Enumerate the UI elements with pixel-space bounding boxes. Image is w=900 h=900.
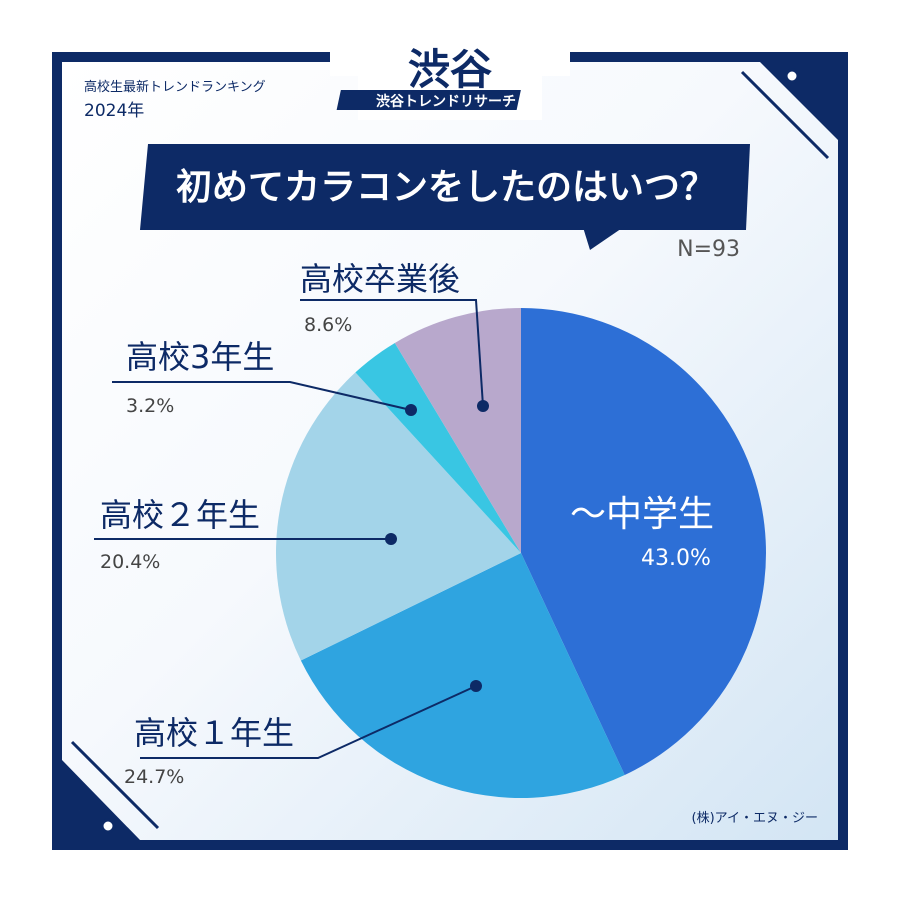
pie-slices [275,307,766,798]
slice-value-grade2: 20.4% [100,551,160,573]
slice-grade3 [355,342,521,553]
slice-label-grade1: 高校１年生 [134,714,294,752]
slice-grade2 [275,372,521,661]
slice-after-grad [394,307,521,553]
slice-middle-school [521,308,766,775]
leader-dot-after [477,400,489,412]
leader-line-grade1 [140,685,477,759]
leader-line-after [300,299,484,407]
logo-text: 渋谷トレンドリサーチ [376,93,516,110]
credit-text: (株)アイ・エヌ・ジー [692,811,819,826]
slice-value-grade1: 24.7% [124,766,184,788]
year-text: 2024年 [84,101,144,121]
leader-lines [94,299,484,759]
question-banner: 初めてカラコンをしたのはいつ？ [140,144,750,250]
kicker-text: 高校生最新トレンドランキング [84,79,266,95]
slice-label-middle-school: ～中学生 [570,494,714,535]
slice-value-middle-school: 43.0% [641,546,711,571]
leader-dots [385,400,489,692]
leader-dot-grade2 [385,533,397,545]
question-title: 初めてカラコンをしたのはいつ？ [176,167,716,208]
slice-value-grade3: 3.2% [126,395,174,417]
slice-label-grade3: 高校3年生 [126,338,274,376]
corner-accent-bottom [62,760,140,840]
leader-line-grade3 [112,381,412,411]
leader-dot-grade1 [470,680,482,692]
sample-size: N=93 [677,237,740,262]
svg-text:渋谷: 渋谷 [408,45,492,94]
slice-label-grade2: 高校２年生 [100,496,260,534]
slice-value-after-grad: 8.6% [304,314,352,336]
corner-accent [760,62,838,140]
shibuya-trend-research-logo: 渋谷 渋谷トレンドリサーチ [336,40,542,120]
slice-label-after-grad: 高校卒業後 [300,260,460,298]
slice-grade1 [300,553,625,798]
leader-dot-grade3 [405,404,417,416]
